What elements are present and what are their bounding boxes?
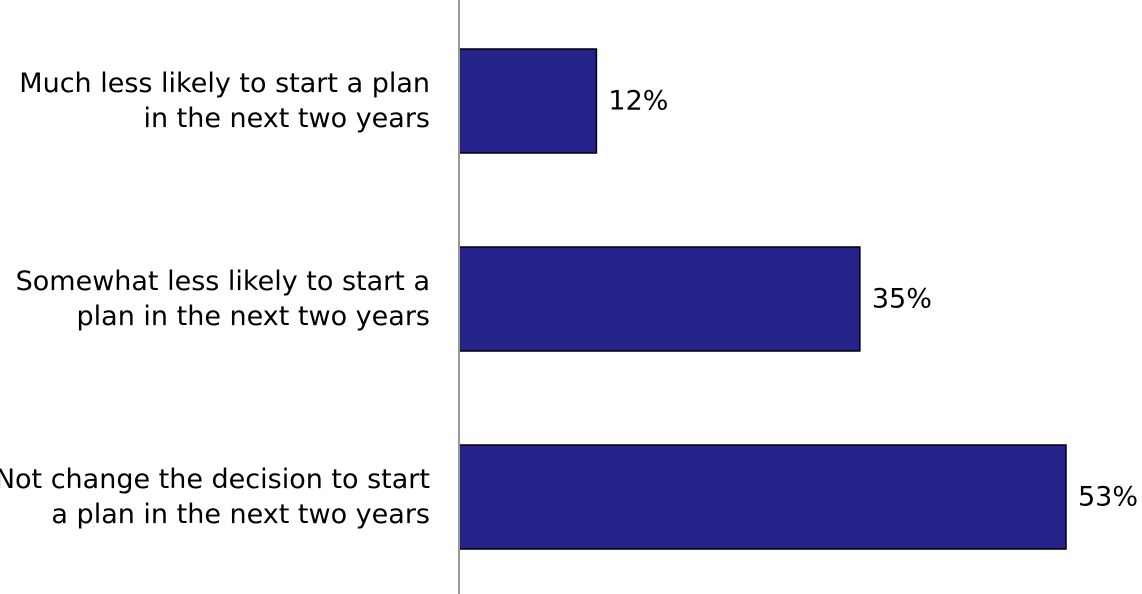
bar [458, 444, 1067, 550]
category-label: Not change the decision to start a plan … [0, 464, 430, 530]
data-label: 12% [608, 85, 669, 117]
bar [458, 246, 861, 352]
category-label: Somewhat less likely to start a plan in … [15, 266, 430, 332]
bar [458, 48, 598, 154]
data-label: 35% [871, 283, 932, 315]
data-label: 53% [1078, 481, 1139, 513]
category-label: Much less likely to start a plan in the … [19, 68, 430, 134]
